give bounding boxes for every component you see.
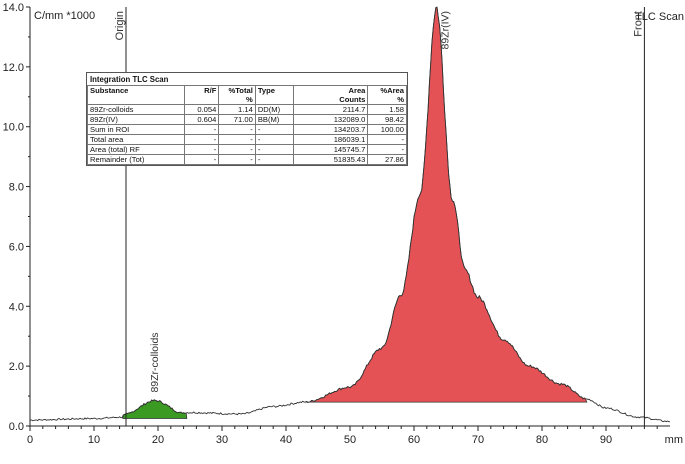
- peak-area-1: [305, 6, 588, 403]
- results-table-caption: Integration TLC Scan: [90, 75, 169, 84]
- results-cell: 27.86: [367, 154, 407, 165]
- results-cell: 71.00: [218, 114, 256, 125]
- peak-label-zr-iv: 89Zr(IV): [439, 11, 451, 50]
- tlc-scan-label: TLC Scan: [635, 11, 684, 23]
- results-cell: DD(M): [254, 104, 295, 115]
- results-row: 89Zr(IV) 0.604 71.00 BB(M) 132089.0 98.42: [87, 114, 407, 125]
- results-cell: 51835.43: [293, 154, 369, 165]
- results-cell: -: [183, 124, 220, 135]
- results-cell: 98.42: [367, 114, 407, 125]
- x-tick-label: 40: [280, 434, 292, 446]
- results-cell: -: [218, 134, 256, 145]
- results-cell: -: [183, 134, 220, 145]
- results-cell: -: [254, 124, 295, 135]
- results-cell: 0.604: [183, 114, 220, 125]
- x-tick-label: 90: [600, 434, 612, 446]
- results-cell: Total area: [87, 134, 185, 145]
- scan-trace-line: [29, 6, 670, 423]
- x-tick-label: 10: [88, 434, 100, 446]
- header-area-percent: %Area%: [367, 85, 407, 105]
- header-substance: Substance: [87, 85, 185, 105]
- header-type: Type: [254, 85, 295, 105]
- front-marker-label: Front: [632, 11, 644, 37]
- x-tick-label: 70: [472, 434, 484, 446]
- x-tick-label: 60: [408, 434, 420, 446]
- results-cell: -: [218, 124, 256, 135]
- results-cell: BB(M): [254, 114, 295, 125]
- results-cell: -: [183, 154, 220, 165]
- y-tick-label: 8.0: [9, 182, 24, 194]
- header-rf: R/F: [183, 85, 220, 105]
- results-cell: -: [183, 144, 220, 155]
- results-row: Area (total) RF - - -145745.7-: [87, 144, 407, 155]
- y-axis-unit-label: C/mm *1000: [34, 10, 95, 22]
- header-total-percent: %Total%: [218, 85, 256, 105]
- results-cell: -: [218, 154, 256, 165]
- integration-results-table: Integration TLC Scan Substance R/F %Tota…: [86, 72, 408, 166]
- results-row: Sum in ROI - - -134203.7 100.00: [87, 124, 407, 135]
- results-cell: 100.00: [367, 124, 407, 135]
- results-cell: 186039.1: [293, 134, 369, 145]
- results-cell: -: [254, 144, 295, 155]
- results-cell: 89Zr-colloids: [87, 104, 185, 115]
- results-grid: Substance R/F %Total% Type Area Counts %A…: [87, 85, 407, 165]
- results-row: 89Zr-colloids 0.054 1.14 DD(M) 2114.7 1.58: [87, 104, 407, 115]
- y-tick-label: 0.0: [9, 421, 24, 433]
- x-tick-label: 80: [536, 434, 548, 446]
- x-axis-unit-label: mm: [665, 434, 683, 446]
- results-cell: -: [254, 134, 295, 145]
- results-cell: -: [254, 154, 295, 165]
- y-tick-label: 12.0: [3, 62, 24, 74]
- results-cell: -: [367, 134, 407, 145]
- results-cell: 145745.7: [293, 144, 369, 155]
- results-cell: -: [367, 144, 407, 155]
- results-row: Remainder (Tot) - - -51835.43 27.86: [87, 154, 407, 165]
- x-tick-label: 30: [216, 434, 228, 446]
- peak-area-0: [122, 399, 188, 419]
- y-tick-label: 10.0: [3, 122, 24, 134]
- results-cell: -: [218, 144, 256, 155]
- header-area-counts: Area Counts: [293, 85, 369, 105]
- results-cell: 0.054: [183, 104, 220, 115]
- results-cell: 1.58: [367, 104, 407, 115]
- x-tick-label: 50: [344, 434, 356, 446]
- results-cell: 1.14: [218, 104, 256, 115]
- x-tick-label: 0: [27, 434, 33, 446]
- results-cell: 134203.7: [293, 124, 369, 135]
- results-cell: Remainder (Tot): [87, 154, 185, 165]
- origin-marker-label: Origin: [114, 11, 126, 40]
- results-row: Total area - - -186039.1-: [87, 134, 407, 145]
- peak-label-colloids: 89Zr-colloids: [149, 332, 161, 392]
- results-cell: Sum in ROI: [87, 124, 185, 135]
- y-tick-label: 2.0: [9, 361, 24, 373]
- results-cell: 2114.7: [293, 104, 369, 115]
- y-tick-label: 6.0: [9, 241, 24, 253]
- y-tick-label: 14.0: [3, 2, 24, 14]
- results-cell: 132089.0: [293, 114, 369, 125]
- x-tick-label: 20: [152, 434, 164, 446]
- results-cell: 89Zr(IV): [87, 114, 185, 125]
- results-cell: Area (total) RF: [87, 144, 185, 155]
- y-tick-label: 4.0: [9, 301, 24, 313]
- results-header-row: Substance R/F %Total% Type Area Counts %A…: [87, 85, 407, 105]
